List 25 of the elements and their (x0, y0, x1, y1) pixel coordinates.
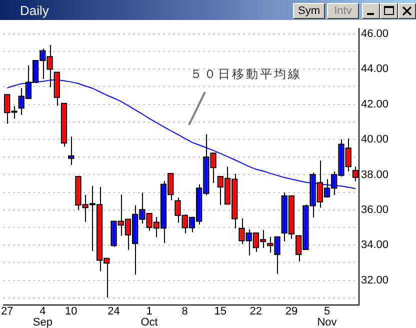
x-tick-label: 10 (64, 306, 78, 318)
y-tick-label: 40.00 (361, 134, 389, 146)
chart-title: Daily (20, 3, 49, 18)
y-tick-label: 36.00 (361, 204, 389, 216)
x-tick-label: 27 (1, 306, 14, 318)
sym-button: Sym (293, 3, 325, 19)
candlestick (60, 102, 68, 148)
y-tick-label: 38.00 (361, 168, 389, 181)
x-tick-label: 29 (285, 306, 298, 318)
candlestick (68, 136, 74, 166)
candlestick (54, 72, 60, 106)
y-tick-label: 32.00 (361, 274, 389, 286)
y-tick-label: 44.00 (361, 63, 389, 76)
x-tick-label: 8 (182, 306, 188, 318)
intv-button: Intv (327, 3, 359, 19)
y-tick-label: 42.00 (361, 98, 389, 110)
y-tick-label: 34.00 (361, 239, 389, 252)
x-tick-label: 24 (108, 306, 120, 318)
x-tick-label: 5 Nov (317, 306, 338, 328)
x-tick-label: 1 Oct (140, 306, 158, 328)
x-tick-label: 22 (250, 306, 262, 318)
y-tick-label: 46.00 (361, 28, 389, 40)
annotation: ５０日移動平均線 (190, 66, 302, 83)
x-tick-label: 15 (214, 306, 227, 318)
x-tick-label: 4 Sep (32, 306, 52, 328)
